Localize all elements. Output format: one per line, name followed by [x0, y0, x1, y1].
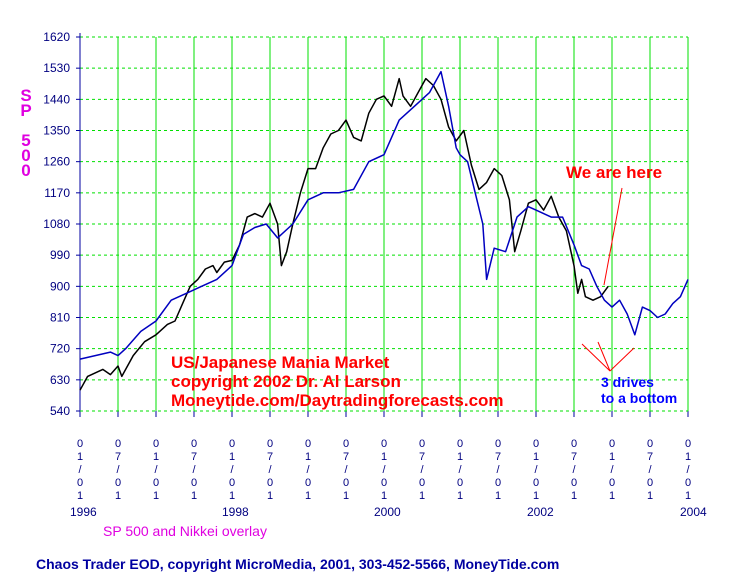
y-axis-label-char: 0: [21, 161, 31, 180]
sp500-series-line: [79, 77, 609, 391]
x-tick-label: 0 1/0 1: [533, 438, 539, 502]
x-tick-label: 0 7/0 1: [343, 438, 349, 502]
year-label-1996: 1996: [70, 505, 97, 519]
y-tick-label: 900: [50, 279, 70, 293]
y-axis-label-char: S: [20, 86, 32, 105]
y-tick-label: 720: [50, 342, 70, 356]
y-tick-label: 1620: [43, 30, 70, 44]
year-label-2002: 2002: [527, 505, 554, 519]
drive-arrow-2: [597, 341, 611, 372]
axis-layer: [76, 33, 689, 417]
year-label-1998: 1998: [222, 505, 249, 519]
y-tick-label: 540: [50, 404, 70, 418]
chart-title: US/Japanese Mania Market: [171, 353, 390, 372]
x-tick-label: 0 1/0 1: [609, 438, 615, 502]
x-tick-label: 0 1/0 1: [457, 438, 463, 502]
three-drives-line-1: 3 drives: [601, 374, 654, 390]
x-tick-label: 0 1/0 1: [77, 438, 83, 502]
y-tick-label: 1080: [43, 217, 70, 231]
drive-arrow-1: [581, 343, 611, 372]
y-tick-label: 810: [50, 311, 70, 325]
we-are-here-arrow: [603, 187, 623, 286]
x-tick-label: 0 1/0 1: [153, 438, 159, 502]
x-tick-label: 0 7/0 1: [419, 438, 425, 502]
y-tick-label: 990: [50, 248, 70, 262]
three-drives-line-2: to a bottom: [601, 390, 678, 406]
y-tick-label: 1170: [44, 186, 70, 200]
nikkei-series-line: [79, 70, 689, 360]
y-tick-label: 630: [50, 373, 70, 387]
x-tick-label: 0 7/0 1: [495, 438, 501, 502]
x-tick-label: 0 7/0 1: [115, 438, 121, 502]
x-tick-label: 0 1/0 1: [381, 438, 387, 502]
y-tick-label: 1350: [43, 124, 70, 138]
x-tick-label: 0 1/0 1: [305, 438, 311, 502]
y-tick-label: 1530: [43, 61, 70, 75]
chart-copyright: copyright 2002 Dr. Al Larson: [171, 372, 401, 391]
tick-label-layer: 540 630 720 810 900 990 1080 1170 1260 1350 1440 15…: [43, 30, 691, 502]
three-drives-label: 3 drives to a bottom: [601, 374, 677, 406]
year-label-2000: 2000: [374, 505, 401, 519]
x-tick-label: 0 1/0 1: [229, 438, 235, 502]
x-tick-label: 0 7/0 1: [571, 438, 577, 502]
we-are-here-label: We are here: [566, 163, 663, 182]
y-axis-label-char: 5: [21, 131, 31, 150]
x-tick-label: 0 7/0 1: [191, 438, 197, 502]
year-label-2004: 2004: [680, 505, 707, 519]
y-axis-label-char: P: [20, 101, 32, 120]
y-tick-label: 1440: [43, 92, 70, 106]
x-tick-label: 0 7/0 1: [647, 438, 653, 502]
x-tick-label: 0 7/0 1: [267, 438, 273, 502]
drive-arrow-3: [609, 347, 635, 372]
annotation-layer: [581, 187, 635, 372]
footer-credit: Chaos Trader EOD, copyright MicroMedia, …: [36, 556, 560, 572]
y-axis-label-char: 0: [21, 146, 31, 165]
chart-title-block: US/Japanese Mania Market copyright 2002 …: [171, 353, 504, 410]
series-layer: [79, 70, 689, 391]
y-tick-label: 1260: [43, 155, 70, 169]
x-tick-label: 0 1/0 1: [685, 438, 691, 502]
chart-subtitle: SP 500 and Nikkei overlay: [103, 523, 267, 539]
chart-website: Moneytide.com/Daytradingforecasts.com: [171, 391, 504, 410]
